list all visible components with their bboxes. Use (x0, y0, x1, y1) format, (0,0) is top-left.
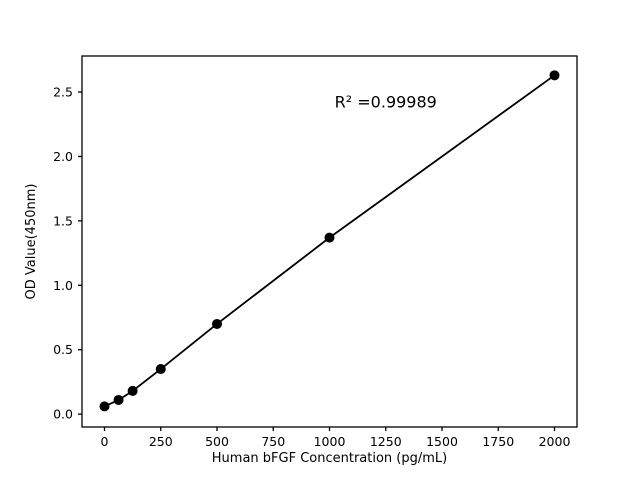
y-tick-label: 0.5 (53, 342, 73, 357)
x-tick-label: 250 (149, 434, 173, 449)
x-tick-label: 500 (205, 434, 229, 449)
data-point (212, 318, 222, 329)
y-axis-ticks: 0.0 0.5 1.0 1.5 2.0 2.5 (53, 85, 82, 422)
r-squared-annotation: R² =0.99989 (335, 92, 437, 111)
y-tick-label: 2.5 (53, 85, 73, 100)
y-tick-label: 1.0 (53, 278, 73, 293)
y-tick-label: 0.0 (53, 407, 73, 422)
y-tick-label: 2.0 (53, 149, 73, 164)
x-tick-label: 1750 (482, 434, 514, 449)
y-axis-label: OD Value(450nm) (24, 184, 39, 300)
x-tick-label: 750 (261, 434, 285, 449)
data-point (127, 385, 138, 396)
y-tick-label: 1.5 (53, 213, 73, 228)
data-points (99, 70, 560, 412)
x-tick-label: 1500 (426, 434, 458, 449)
data-point (99, 401, 110, 412)
x-tick-label: 2000 (539, 434, 571, 449)
x-tick-label: 0 (101, 434, 109, 449)
data-point (155, 364, 166, 375)
x-tick-label: 1250 (370, 434, 402, 449)
data-point (324, 232, 335, 243)
data-point (549, 70, 560, 81)
x-axis-ticks: 0 250 500 750 1000 1250 1500 1750 2000 (101, 427, 571, 449)
x-tick-label: 1000 (314, 434, 346, 449)
data-point (113, 394, 124, 405)
x-axis-label: Human bFGF Concentration (pg/mL) (212, 451, 447, 466)
